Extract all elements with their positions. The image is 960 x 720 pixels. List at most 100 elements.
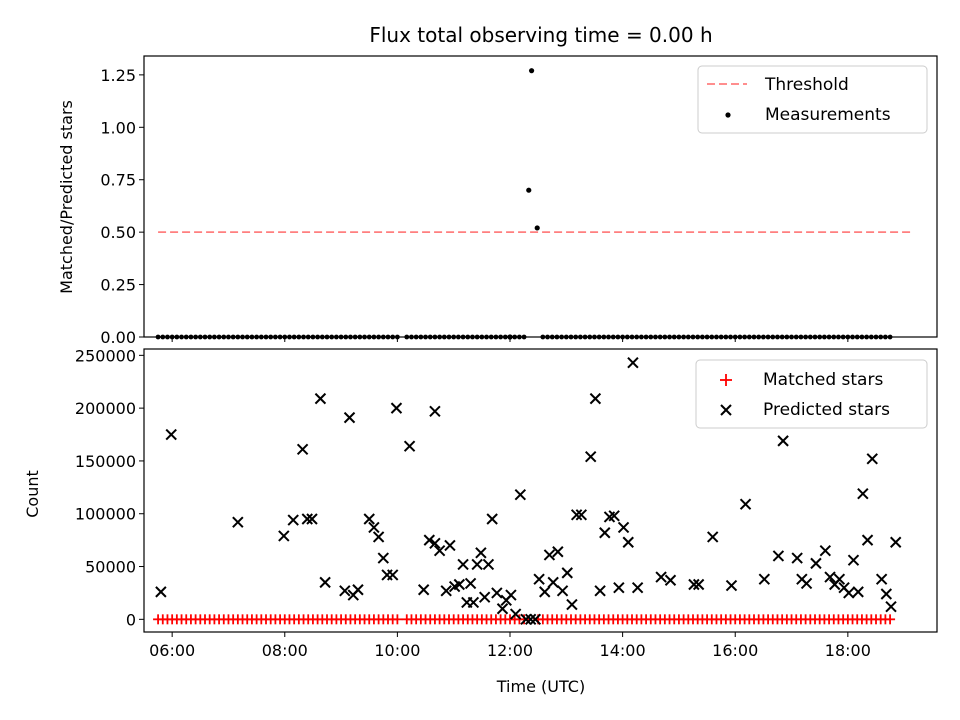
predicted-star-point [505,589,517,601]
predicted-star-point [339,585,351,597]
bottom-y-tick-label: 200000 [75,399,136,418]
predicted-star-point [561,567,573,579]
predicted-star-point [777,435,789,447]
predicted-star-point [377,552,390,564]
predicted-star-point [575,509,588,521]
predicted-star-point [509,608,522,620]
predicted-star-point [631,581,644,594]
predicted-star-point [478,591,491,603]
predicted-star-point [372,531,385,543]
bottom-legend-box [695,359,928,429]
threshold-legend-label: Threshold [764,75,849,95]
predicted-star-point [824,571,836,583]
predicted-star-point [885,600,897,613]
predicted-star-point [486,513,498,525]
top-y-tick-label: 0.25 [100,276,136,295]
predicted-star-point [444,539,456,552]
predicted-star-point [471,558,483,571]
predicted-star-point [539,586,551,598]
bottom-plot-frame [143,348,938,633]
matched-star-point [885,614,896,625]
predicted-star-point [791,552,803,564]
x-tick-label: 10:00 [374,641,420,660]
predicted-star-point [520,613,532,626]
predicted-star-point [417,584,430,596]
matched-legend-label: Matched stars [763,370,883,390]
x-tick-label: 18:00 [825,641,871,660]
predicted-star-point [739,498,752,510]
x-tick-label: 06:00 [149,641,195,660]
top-plot-frame [143,55,938,338]
x-axis-label: Time (UTC) [496,677,585,696]
predicted-star-point [475,547,487,559]
bottom-y-tick-label: 0 [126,610,136,629]
measurement-point [528,68,535,74]
predicted-star-point [423,534,435,546]
predicted-star-point [608,510,620,522]
bottom-ylabel: Count [23,470,42,518]
predicted-star-point [622,536,634,548]
top-y-tick-label: 0.00 [100,328,136,347]
predicted-star-point [352,584,364,596]
predicted-star-point [457,558,469,571]
predicted-star-point [429,537,441,550]
predicted-star-point [278,530,290,542]
predicted-star-point [664,574,677,586]
figure-title: Flux total observing time = 0.00 h [369,23,712,47]
predicted-star-point [758,573,771,585]
predicted-star-point [875,573,888,585]
predicted-star-point [880,588,893,600]
predicted-star-point [319,576,331,589]
predicted-star-point [594,585,606,597]
top-ylabel: Matched/Predicted stars [57,100,76,294]
predicted-star-point [725,579,738,592]
predicted-star-point [552,546,564,558]
predicted-star-point [810,557,822,570]
predicted-star-point [857,487,869,500]
predicted-star-point [363,513,375,525]
predicted-star-point [467,596,480,609]
matched-star-point [392,614,403,625]
predicted-star-point [429,405,441,418]
predicted-star-point [464,577,477,590]
measurements-legend-label: Measurements [765,105,891,125]
predicted-star-point [866,453,878,465]
predicted-star-point [556,585,569,597]
predicted-star-point [599,527,611,539]
predicted-star-point [296,443,309,456]
predicted-star-point [301,513,313,525]
predicted-star-point [232,516,244,528]
predicted-star-point [390,402,403,414]
predicted-star-point [533,573,545,585]
x-tick-label: 16:00 [712,641,758,660]
matched-star-point [519,614,530,625]
predicted-star-point [566,598,578,611]
predicted-star-point [368,521,380,534]
predicted-star-point [707,531,719,543]
predicted-star-point [833,573,846,585]
top-y-tick-label: 0.50 [100,223,136,242]
predicted-star-point [514,489,527,501]
predicted-star-point [403,440,416,452]
measurement-point [526,187,532,193]
bottom-plot-marks [153,357,902,626]
predicted-legend-swatch [720,404,732,416]
predicted-legend-label: Predicted stars [763,400,890,420]
predicted-star-point [570,509,583,521]
bottom-y-tick-label: 100000 [75,505,136,524]
predicted-star-point [543,549,556,561]
predicted-star-point [852,586,864,598]
bottom-y-tick-label: 150000 [75,452,136,471]
predicted-star-point [482,558,495,571]
predicted-star-point [688,578,700,591]
x-tick-label: 12:00 [487,641,533,660]
top-y-tick-label: 0.75 [100,171,136,190]
predicted-star-point [453,578,466,591]
predicted-star-point [861,534,874,546]
predicted-star-point [155,586,167,598]
predicted-star-point [165,428,177,441]
top-legend-box [697,65,928,134]
bottom-y-tick-label: 250000 [75,346,136,365]
predicted-star-point [306,513,318,525]
